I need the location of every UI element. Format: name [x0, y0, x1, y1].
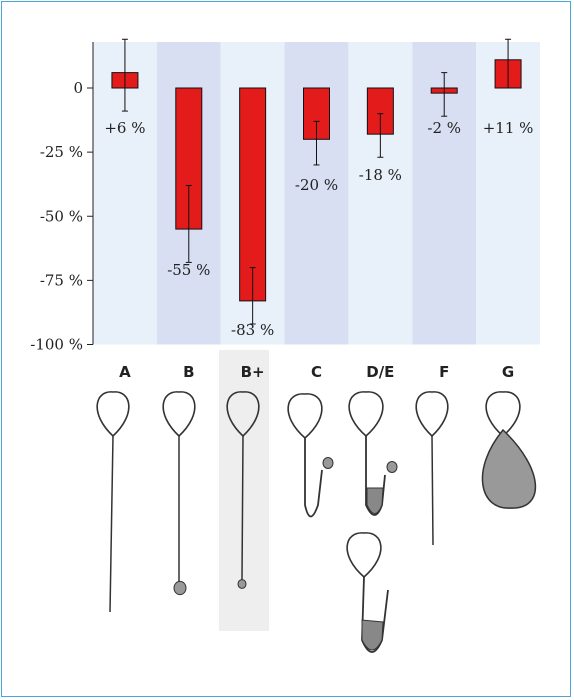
droplet-dot [237, 579, 247, 589]
data-label: -20 % [295, 176, 338, 194]
loop-shape [415, 391, 449, 438]
data-label: -18 % [359, 166, 402, 184]
loop-shape [346, 532, 382, 579]
category-label: B+ [241, 363, 265, 381]
category-band [476, 42, 540, 345]
tail-line [109, 435, 114, 613]
droplet-fill [361, 619, 384, 651]
droplet-fill [366, 487, 384, 514]
data-label: -55 % [167, 261, 210, 279]
loop-shape [287, 393, 323, 440]
loop-shape [348, 391, 384, 438]
y-tick-label: -75 % [40, 271, 83, 289]
y-axis: 0 -25 % -50 % -75 % -100 % [30, 42, 94, 354]
category-labels: A B B+ C D/E F G [119, 363, 514, 381]
loop-shape [162, 391, 196, 438]
data-label: -2 % [427, 119, 461, 137]
data-label: -83 % [231, 321, 274, 339]
droplet-dot [386, 461, 398, 473]
bent-tail [304, 438, 323, 518]
loop-shape [485, 391, 521, 438]
category-label: A [119, 363, 131, 381]
y-tick-label: -50 % [40, 207, 83, 225]
data-labels: +6 % -55 % -83 % -20 % -18 % -2 % +11 % [104, 119, 533, 339]
category-band [348, 42, 413, 345]
droplet-dot [322, 457, 334, 469]
error-bars [121, 38, 512, 325]
tail-line [241, 435, 244, 581]
category-label: F [439, 363, 449, 381]
category-label: B [183, 363, 194, 381]
data-label: +6 % [104, 119, 145, 137]
data-label: +11 % [483, 119, 534, 137]
y-tick-label: 0 [73, 79, 83, 97]
y-tick-label: -100 % [30, 336, 83, 354]
tail-line [431, 435, 434, 546]
loop-shape [226, 391, 260, 438]
loop-shape [96, 391, 130, 438]
y-tick-label: -25 % [40, 143, 83, 161]
droplet-dot [173, 580, 187, 596]
category-label: G [502, 363, 514, 381]
category-label: D/E [366, 363, 394, 381]
category-label: C [311, 363, 322, 381]
illustrations [96, 391, 537, 653]
droplet-fill [481, 428, 537, 509]
